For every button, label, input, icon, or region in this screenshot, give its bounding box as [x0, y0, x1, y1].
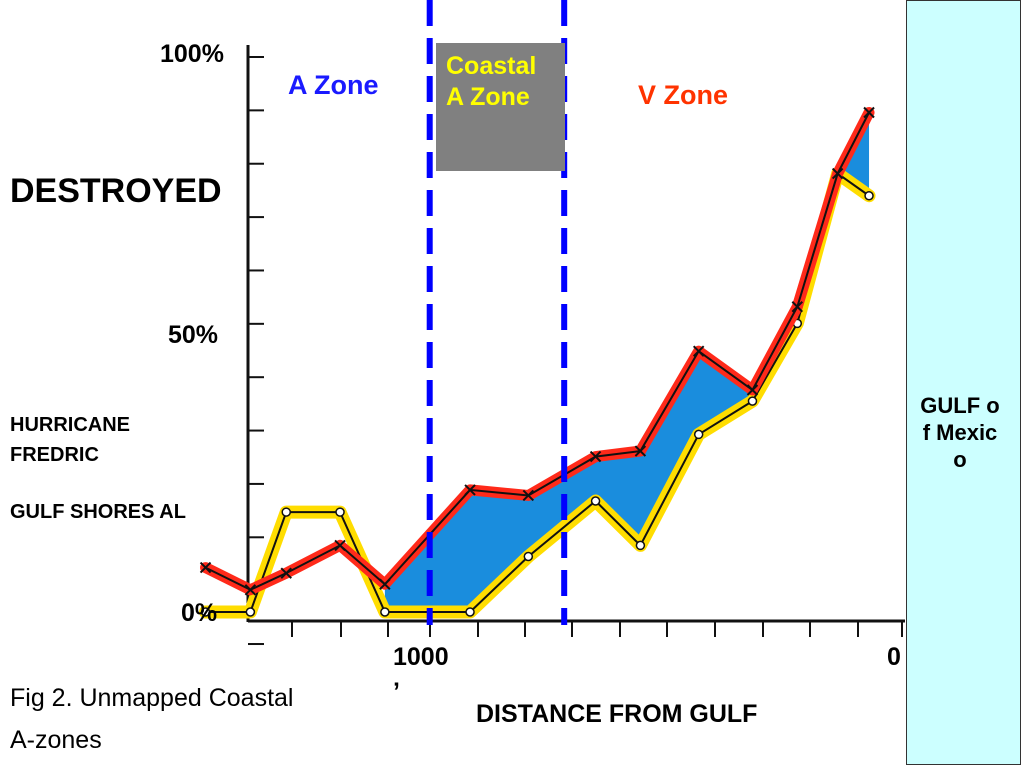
coastal-a-zone-label: Coastal A Zone [436, 43, 565, 171]
series-1-point [791, 301, 804, 313]
series-2-point [747, 396, 758, 406]
x-tick-label-0: 0 [887, 643, 901, 671]
y-tick-label-50: 50% [168, 321, 219, 349]
figure-caption-line-1: Fig 2. Unmapped Coastal [10, 684, 294, 712]
series-2-point [590, 496, 601, 506]
series-1-point [379, 578, 391, 590]
y-tick-label-0: 0% [181, 599, 218, 627]
gulf-of-mexico-panel [906, 0, 1021, 765]
series-2-point [200, 607, 211, 617]
series-2-point [335, 507, 345, 517]
series-1-point [334, 539, 346, 552]
y-axis-title: DESTROYED [10, 172, 222, 210]
series-1-point [863, 106, 875, 119]
series-2-point [380, 607, 390, 617]
series-1-point [280, 567, 292, 579]
series-2-line [205, 171, 870, 613]
x-axis-title: DISTANCE FROM GULF [476, 700, 758, 728]
location-label: GULF SHORES AL [10, 501, 186, 523]
series-1-point [464, 484, 476, 496]
series-2-point [693, 429, 704, 440]
series-1-point [199, 561, 212, 574]
series-2-point [281, 507, 291, 517]
series-2-point [465, 607, 475, 617]
series-2-point [635, 540, 646, 551]
series-2-point [523, 551, 534, 562]
series-1-point [244, 584, 257, 596]
series-2-point [864, 191, 874, 201]
figure-caption-mark: ’ [393, 678, 400, 706]
series-1-point [589, 450, 602, 463]
x-tick-label-1000: 1000 [393, 643, 449, 671]
v-zone-label: V Zone [638, 80, 729, 110]
series-1-point [692, 345, 705, 357]
a-zone-label: A Zone [288, 70, 379, 100]
series-2-point [245, 607, 256, 617]
y-tick-label-100: 100% [160, 40, 224, 68]
series-2-line-glow [199, 167, 876, 619]
figure-caption-line-2: A-zones [10, 726, 102, 754]
series-1-point [634, 445, 647, 457]
series-1-point [522, 489, 535, 502]
series-1-point [746, 384, 759, 396]
series-1-point [831, 167, 844, 180]
gulf-of-mexico-label: GULF of Mexico [920, 393, 1000, 472]
hurricane-name: HURRICANE FREDRIC [10, 414, 130, 466]
